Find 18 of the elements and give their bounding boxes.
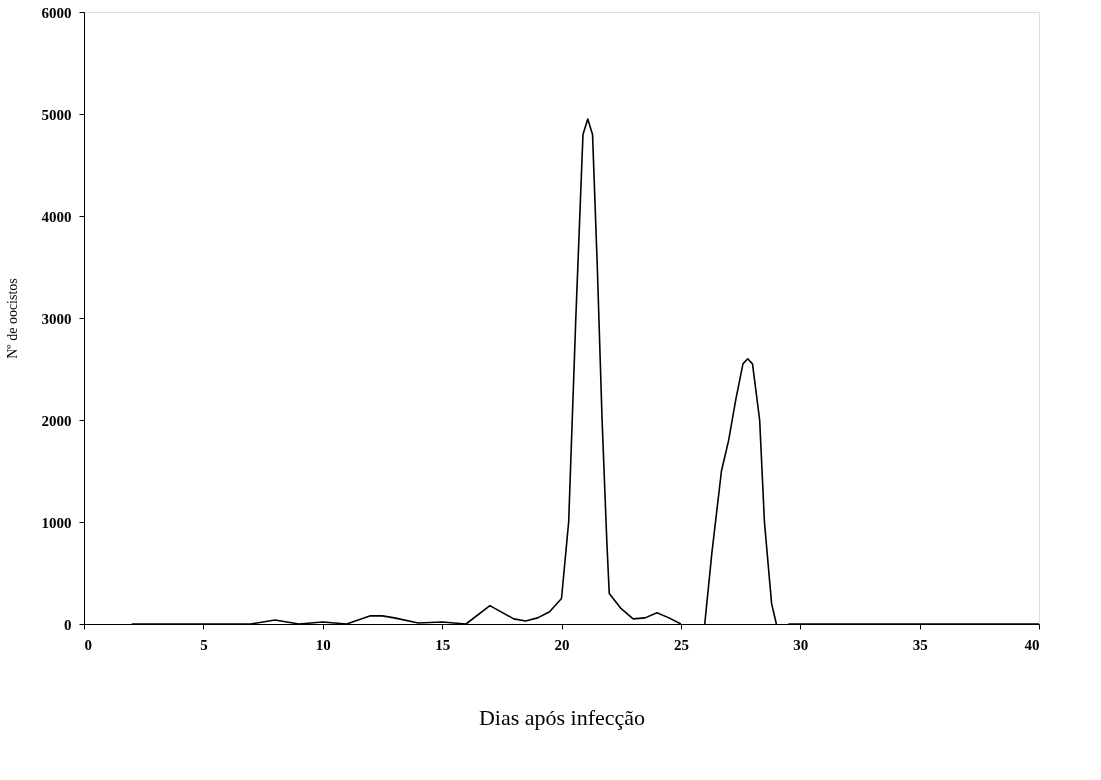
x-tick-label: 40 (1024, 636, 1040, 653)
x-tick-label: 15 (435, 636, 451, 653)
y-axis-title: Nº de oocistos (4, 278, 20, 359)
y-tick-label: 1000 (41, 514, 72, 531)
y-tick-label: 2000 (41, 412, 72, 429)
x-axis-title: Dias após infecção (478, 704, 646, 730)
x-tick-label: 20 (554, 636, 570, 653)
y-tick-label: 4000 (41, 208, 72, 225)
y-tick-label: 6000 (41, 4, 72, 21)
x-tick-label: 30 (793, 636, 809, 653)
x-tick-label: 25 (673, 636, 689, 653)
y-tick-label: 3000 (41, 310, 72, 327)
x-tick-label: 10 (315, 636, 331, 653)
y-tick-label: 5000 (41, 106, 72, 123)
x-tick-label: 35 (912, 636, 928, 653)
x-tick-label: 5 (200, 636, 208, 653)
x-tick-label: 0 (84, 636, 92, 653)
y-tick-label: 0 (64, 616, 72, 633)
